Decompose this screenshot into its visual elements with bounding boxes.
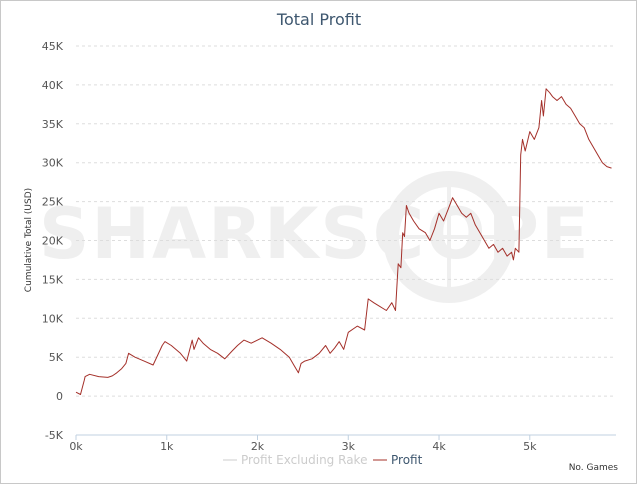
legend-label-profit: Profit (391, 453, 423, 467)
x-axis-ticks: 0k 1k 2k 3k 4k 5k (69, 435, 537, 453)
x-tick-label: 2k (251, 440, 265, 453)
x-tick-label: 5k (523, 440, 537, 453)
x-tick-label: 0k (69, 440, 83, 453)
y-tick-label: 40K (42, 79, 64, 92)
x-tick-label: 3k (342, 440, 356, 453)
y-axis-label: Cumulative Total (USD) (24, 188, 34, 292)
x-tick-label: 1k (160, 440, 174, 453)
legend-label-profit-excluding-rake: Profit Excluding Rake (241, 453, 367, 467)
series-line-profit (75, 88, 612, 395)
y-tick-label: 15K (42, 273, 64, 286)
y-axis-ticks: -5K 0 5K 10K 15K 20K 25K 30K 35K 40K 45K (42, 40, 64, 442)
watermark-scope-icon (383, 171, 515, 303)
x-axis-label: No. Games (569, 463, 619, 473)
legend-item-profit-excluding-rake[interactable]: Profit Excluding Rake (223, 453, 367, 467)
series-layer (75, 88, 612, 395)
y-tick-label: 0 (56, 390, 63, 403)
y-tick-label: 35K (42, 118, 64, 131)
y-tick-label: 25K (42, 196, 64, 209)
grid-lines (76, 45, 616, 436)
chart-title: Total Profit (276, 10, 361, 29)
legend-item-profit[interactable]: Profit (373, 453, 423, 467)
legend: Profit Excluding Rake Profit (223, 453, 423, 467)
y-tick-label: 5K (49, 351, 64, 364)
y-tick-label: 10K (42, 312, 64, 325)
y-tick-label: 45K (42, 40, 64, 53)
x-tick-label: 4k (432, 440, 446, 453)
y-tick-label: -5K (45, 429, 64, 442)
y-tick-label: 30K (42, 157, 64, 170)
y-tick-label: 20K (42, 235, 64, 248)
